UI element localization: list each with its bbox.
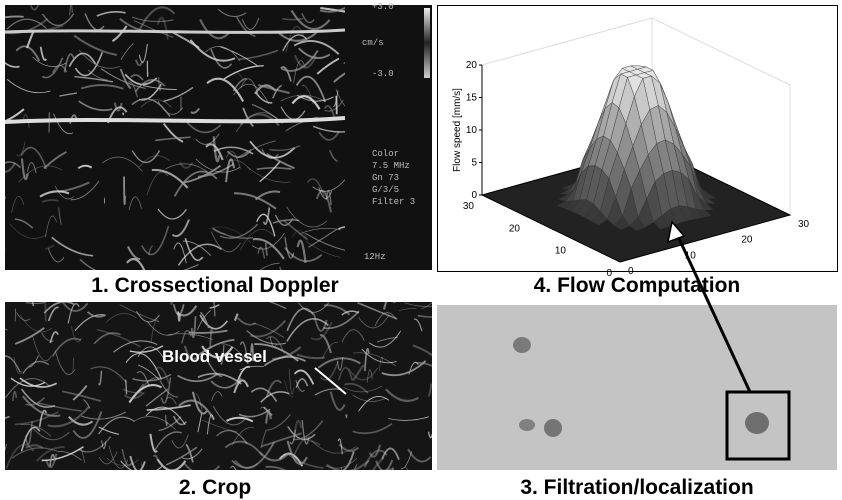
blob [745, 412, 769, 434]
blob [544, 419, 562, 437]
x-tick-label: 30 [798, 219, 810, 230]
blob [513, 337, 531, 353]
z-tick-label: 5 [471, 158, 477, 169]
z-tick-label: 0 [471, 190, 477, 201]
speckle [346, 414, 347, 418]
panel-label: 1. Crossectional Doppler [91, 274, 338, 297]
y-tick-label: 20 [509, 223, 521, 234]
filtered-image [437, 305, 837, 470]
panel-label: 3. Filtration/localization [520, 476, 753, 499]
figure: +3.0 cm/s -3.0 Color 7.5 MHz Gn 73 G/3/5 Filter… [0, 0, 842, 500]
speckle [350, 469, 393, 481]
blob [519, 419, 535, 431]
color-bar [424, 8, 430, 78]
speckle [0, 183, 5, 199]
speckle [124, 176, 125, 204]
z-tick-label: 20 [466, 60, 478, 71]
speckle [0, 237, 5, 252]
z-tick-label: 10 [466, 125, 478, 136]
overlay-text: 7.5 MHz [372, 161, 410, 171]
panel-label: 4. Flow Computation [534, 274, 740, 297]
overlay-text: Filter 3 [372, 197, 415, 207]
annotation: Blood vessel [162, 347, 267, 366]
overlay-text: cm/s [362, 38, 384, 48]
overlay-text: 12Hz [364, 252, 386, 262]
overlay-text: +3.0 [372, 2, 394, 12]
overlay-text: G/3/5 [372, 185, 399, 195]
speckle [337, 284, 379, 303]
overlay-text: Color [372, 149, 399, 159]
tissue-band [5, 30, 345, 32]
overlay-text: Gn 73 [372, 173, 399, 183]
overlay-text: -3.0 [372, 69, 394, 79]
y-tick-label: 10 [555, 246, 567, 257]
y-tick-label: 30 [463, 201, 475, 212]
panel-label: 2. Crop [179, 476, 251, 499]
x-tick-label: 20 [741, 235, 753, 246]
z-tick-label: 15 [466, 93, 478, 104]
z-axis-label: Flow speed [mm/s] [452, 88, 463, 172]
speckle [110, 297, 130, 302]
